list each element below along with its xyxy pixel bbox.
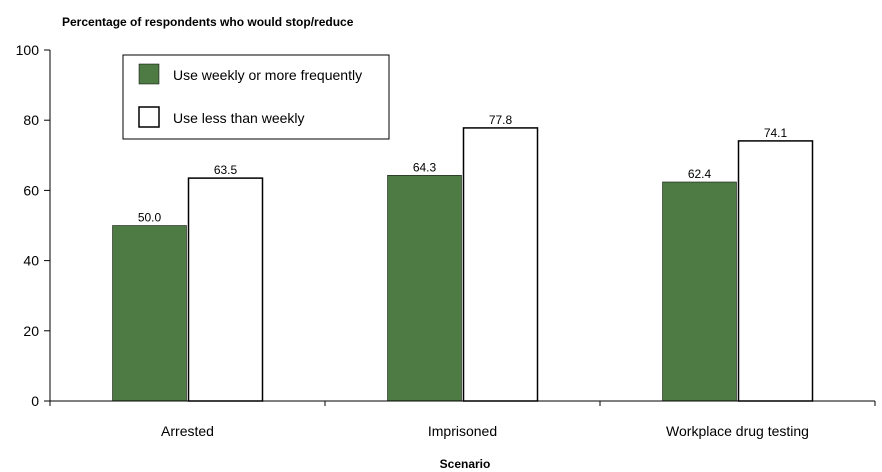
value-labels-group: 50.0 63.5 64.3 77.8 62.4 74.1 [138, 113, 788, 225]
x-tick-label-arrested: Arrested [161, 423, 214, 439]
y-ticks-group: 0 20 40 60 80 100 [16, 42, 50, 409]
y-tick-label: 80 [23, 112, 39, 128]
y-tick-label: 60 [23, 182, 39, 198]
bar-imprisoned-series-2 [462, 127, 539, 402]
data-label-imprisoned-series-1: 64.3 [413, 160, 437, 174]
y-axis-title: Percentage of respondents who would stop… [62, 15, 354, 29]
legend-box [122, 54, 390, 140]
y-tick-label: 20 [23, 323, 39, 339]
data-label-arrested-series-1: 50.0 [138, 211, 162, 225]
legend-label-less-than-weekly: Use less than weekly [173, 110, 305, 126]
x-tick-label-workplace-drug-testing: Workplace drug testing [666, 423, 809, 439]
x-ticks-group: Arrested Imprisoned Workplace drug testing [49, 401, 876, 439]
data-label-workplace-drug-testing-series-2: 74.1 [764, 126, 788, 140]
bar-arrested-series-2 [187, 177, 264, 402]
bars-group [112, 127, 814, 402]
legend: Use weekly or more frequently Use less t… [122, 54, 390, 140]
data-label-imprisoned-series-2: 77.8 [489, 113, 513, 127]
x-tick-label-imprisoned: Imprisoned [428, 423, 497, 439]
y-tick-label: 100 [16, 42, 40, 58]
data-label-arrested-series-2: 63.5 [214, 163, 238, 177]
data-label-workplace-drug-testing-series-1: 62.4 [688, 167, 712, 181]
bar-arrested-series-1 [112, 225, 187, 402]
y-tick-label: 0 [31, 393, 39, 409]
bar-imprisoned-series-1 [387, 175, 462, 402]
legend-swatch-less-than-weekly [138, 106, 160, 128]
y-tick-label: 40 [23, 253, 39, 269]
legend-swatch-weekly [138, 63, 160, 85]
bar-workplace-drug-testing-series-2 [737, 140, 814, 402]
x-axis-title: Scenario [440, 457, 491, 471]
bar-workplace-drug-testing-series-1 [662, 181, 737, 402]
legend-label-weekly: Use weekly or more frequently [173, 67, 362, 83]
